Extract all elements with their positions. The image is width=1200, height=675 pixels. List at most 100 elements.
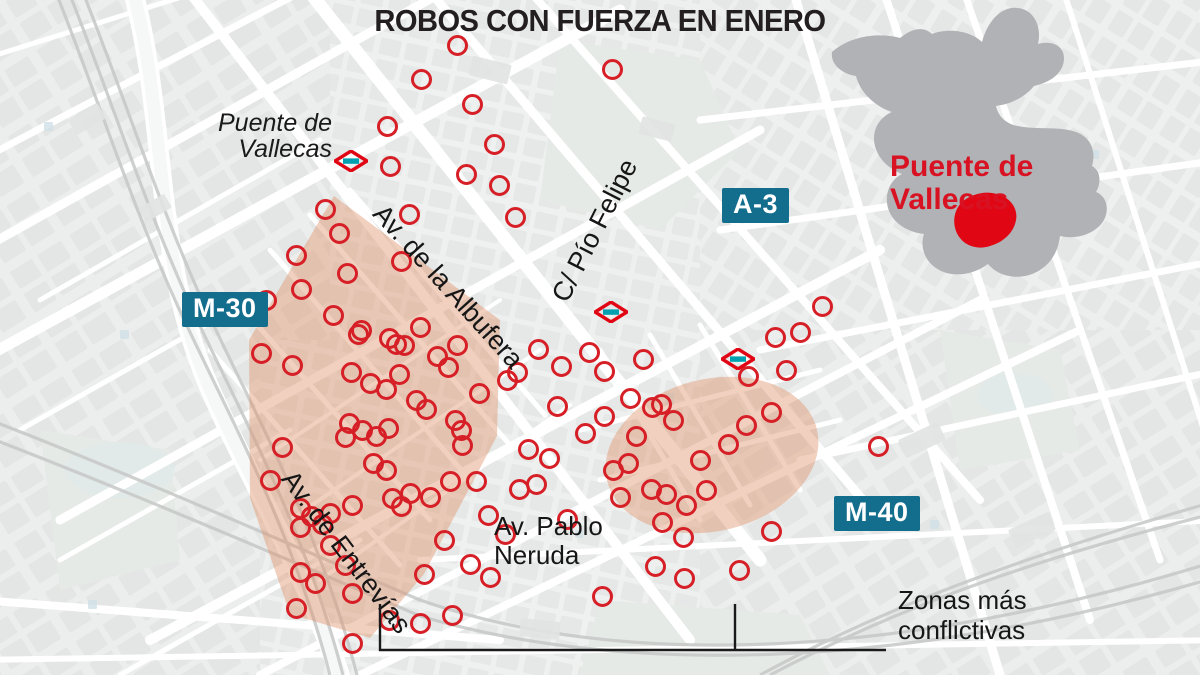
robbery-marker [393, 334, 415, 356]
robbery-marker [477, 504, 499, 526]
robbery-marker [672, 526, 694, 548]
district-shape-puente-de-vallecas [831, 7, 1107, 277]
robbery-marker [285, 244, 307, 266]
robbery-marker [314, 198, 336, 220]
robbery-marker [341, 582, 363, 604]
robbery-marker [651, 511, 673, 533]
robbery-marker [419, 486, 441, 508]
robbery-marker [591, 585, 613, 607]
robbery-marker [328, 222, 350, 244]
inset-district-label: Puente de Vallecas [890, 150, 1120, 216]
robbery-marker [455, 163, 477, 185]
robbery-marker [525, 473, 547, 495]
robbery-marker [446, 34, 468, 56]
robbery-marker [556, 508, 578, 530]
robbery-marker [340, 361, 362, 383]
robbery-marker [728, 559, 750, 581]
robbery-marker [655, 483, 677, 505]
label-metro-line2: Vallecas [238, 135, 332, 164]
robbery-marker [465, 470, 487, 492]
robbery-marker [426, 345, 448, 367]
robbery-marker [650, 393, 672, 415]
robbery-marker [867, 435, 889, 457]
robbery-marker [322, 304, 344, 326]
robbery-marker [593, 405, 615, 427]
robbery-marker [517, 438, 539, 460]
robbery-marker [601, 58, 623, 80]
robbery-marker [506, 361, 528, 383]
robbery-marker [578, 341, 600, 363]
label-av-pablo-neruda: Av. Pablo Neruda [494, 511, 603, 571]
robbery-marker [319, 502, 341, 524]
robbery-marker [675, 494, 697, 516]
robbery-marker [602, 459, 624, 481]
robbery-marker [593, 360, 615, 382]
robbery-marker [550, 355, 572, 377]
robbery-marker [644, 555, 666, 577]
robbery-marker [398, 203, 420, 225]
inset-label-line2: Vallecas [890, 183, 1009, 216]
robbery-marker [483, 133, 505, 155]
robbery-marker [341, 494, 363, 516]
robbery-marker [250, 342, 272, 364]
robbery-marker [413, 563, 435, 585]
inset-district-map [820, 0, 1200, 330]
robbery-marker [259, 469, 281, 491]
road-shield-m30: M-30 [182, 292, 268, 327]
robbery-marker [760, 401, 782, 423]
road-shield-a3: A-3 [722, 188, 790, 223]
robbery-marker [375, 459, 397, 481]
robbery-marker [304, 572, 326, 594]
robbery-marker [760, 520, 782, 542]
robbery-marker [632, 348, 654, 370]
robbery-marker [737, 365, 759, 387]
robbery-marker [336, 262, 358, 284]
robbery-marker [764, 326, 786, 348]
metro-station-icon [594, 301, 628, 323]
robbery-marker [341, 632, 363, 654]
robbery-marker [662, 409, 684, 431]
robbery-marker [689, 449, 711, 471]
road-shield-m40: M-40 [834, 496, 920, 531]
label-metro-puente-de-vallecas: Puente de Vallecas [176, 110, 332, 163]
robbery-marker [409, 316, 431, 338]
legend-label: Zonas más conflictivas [898, 585, 1027, 645]
robbery-marker [319, 534, 341, 556]
robbery-marker [289, 516, 311, 538]
robbery-marker [289, 561, 311, 583]
robbery-marker [488, 174, 510, 196]
robbery-marker [441, 604, 463, 626]
robbery-marker [619, 387, 641, 409]
robbery-marker [538, 447, 560, 469]
robbery-marker [811, 295, 833, 317]
robbery-marker [775, 359, 797, 381]
robbery-marker [450, 419, 472, 441]
label-metro-line1: Puente de [218, 109, 332, 137]
inset-label-line1: Puente de [890, 150, 1034, 183]
robbery-marker [390, 250, 412, 272]
label-neruda-line2: Neruda [494, 540, 580, 571]
robbery-marker [334, 426, 356, 448]
robbery-marker [437, 356, 459, 378]
legend-line2: conflictivas [898, 614, 1026, 645]
label-neruda-line1: Av. Pablo [494, 511, 603, 541]
robbery-marker [574, 422, 596, 444]
robbery-marker [461, 93, 483, 115]
district-highlight-area [954, 192, 1017, 248]
robbery-marker [504, 206, 526, 228]
robbery-marker [379, 155, 401, 177]
robbery-marker [375, 378, 397, 400]
robbery-marker [285, 597, 307, 619]
robbery-marker [479, 566, 501, 588]
robbery-marker [717, 433, 739, 455]
robbery-marker [673, 567, 695, 589]
robbery-marker [415, 398, 437, 420]
robbery-marker [290, 278, 312, 300]
robbery-marker [446, 334, 468, 356]
robbery-marker [271, 436, 293, 458]
robbery-marker [334, 554, 356, 576]
robbery-marker [459, 553, 481, 575]
robbery-marker [609, 486, 631, 508]
